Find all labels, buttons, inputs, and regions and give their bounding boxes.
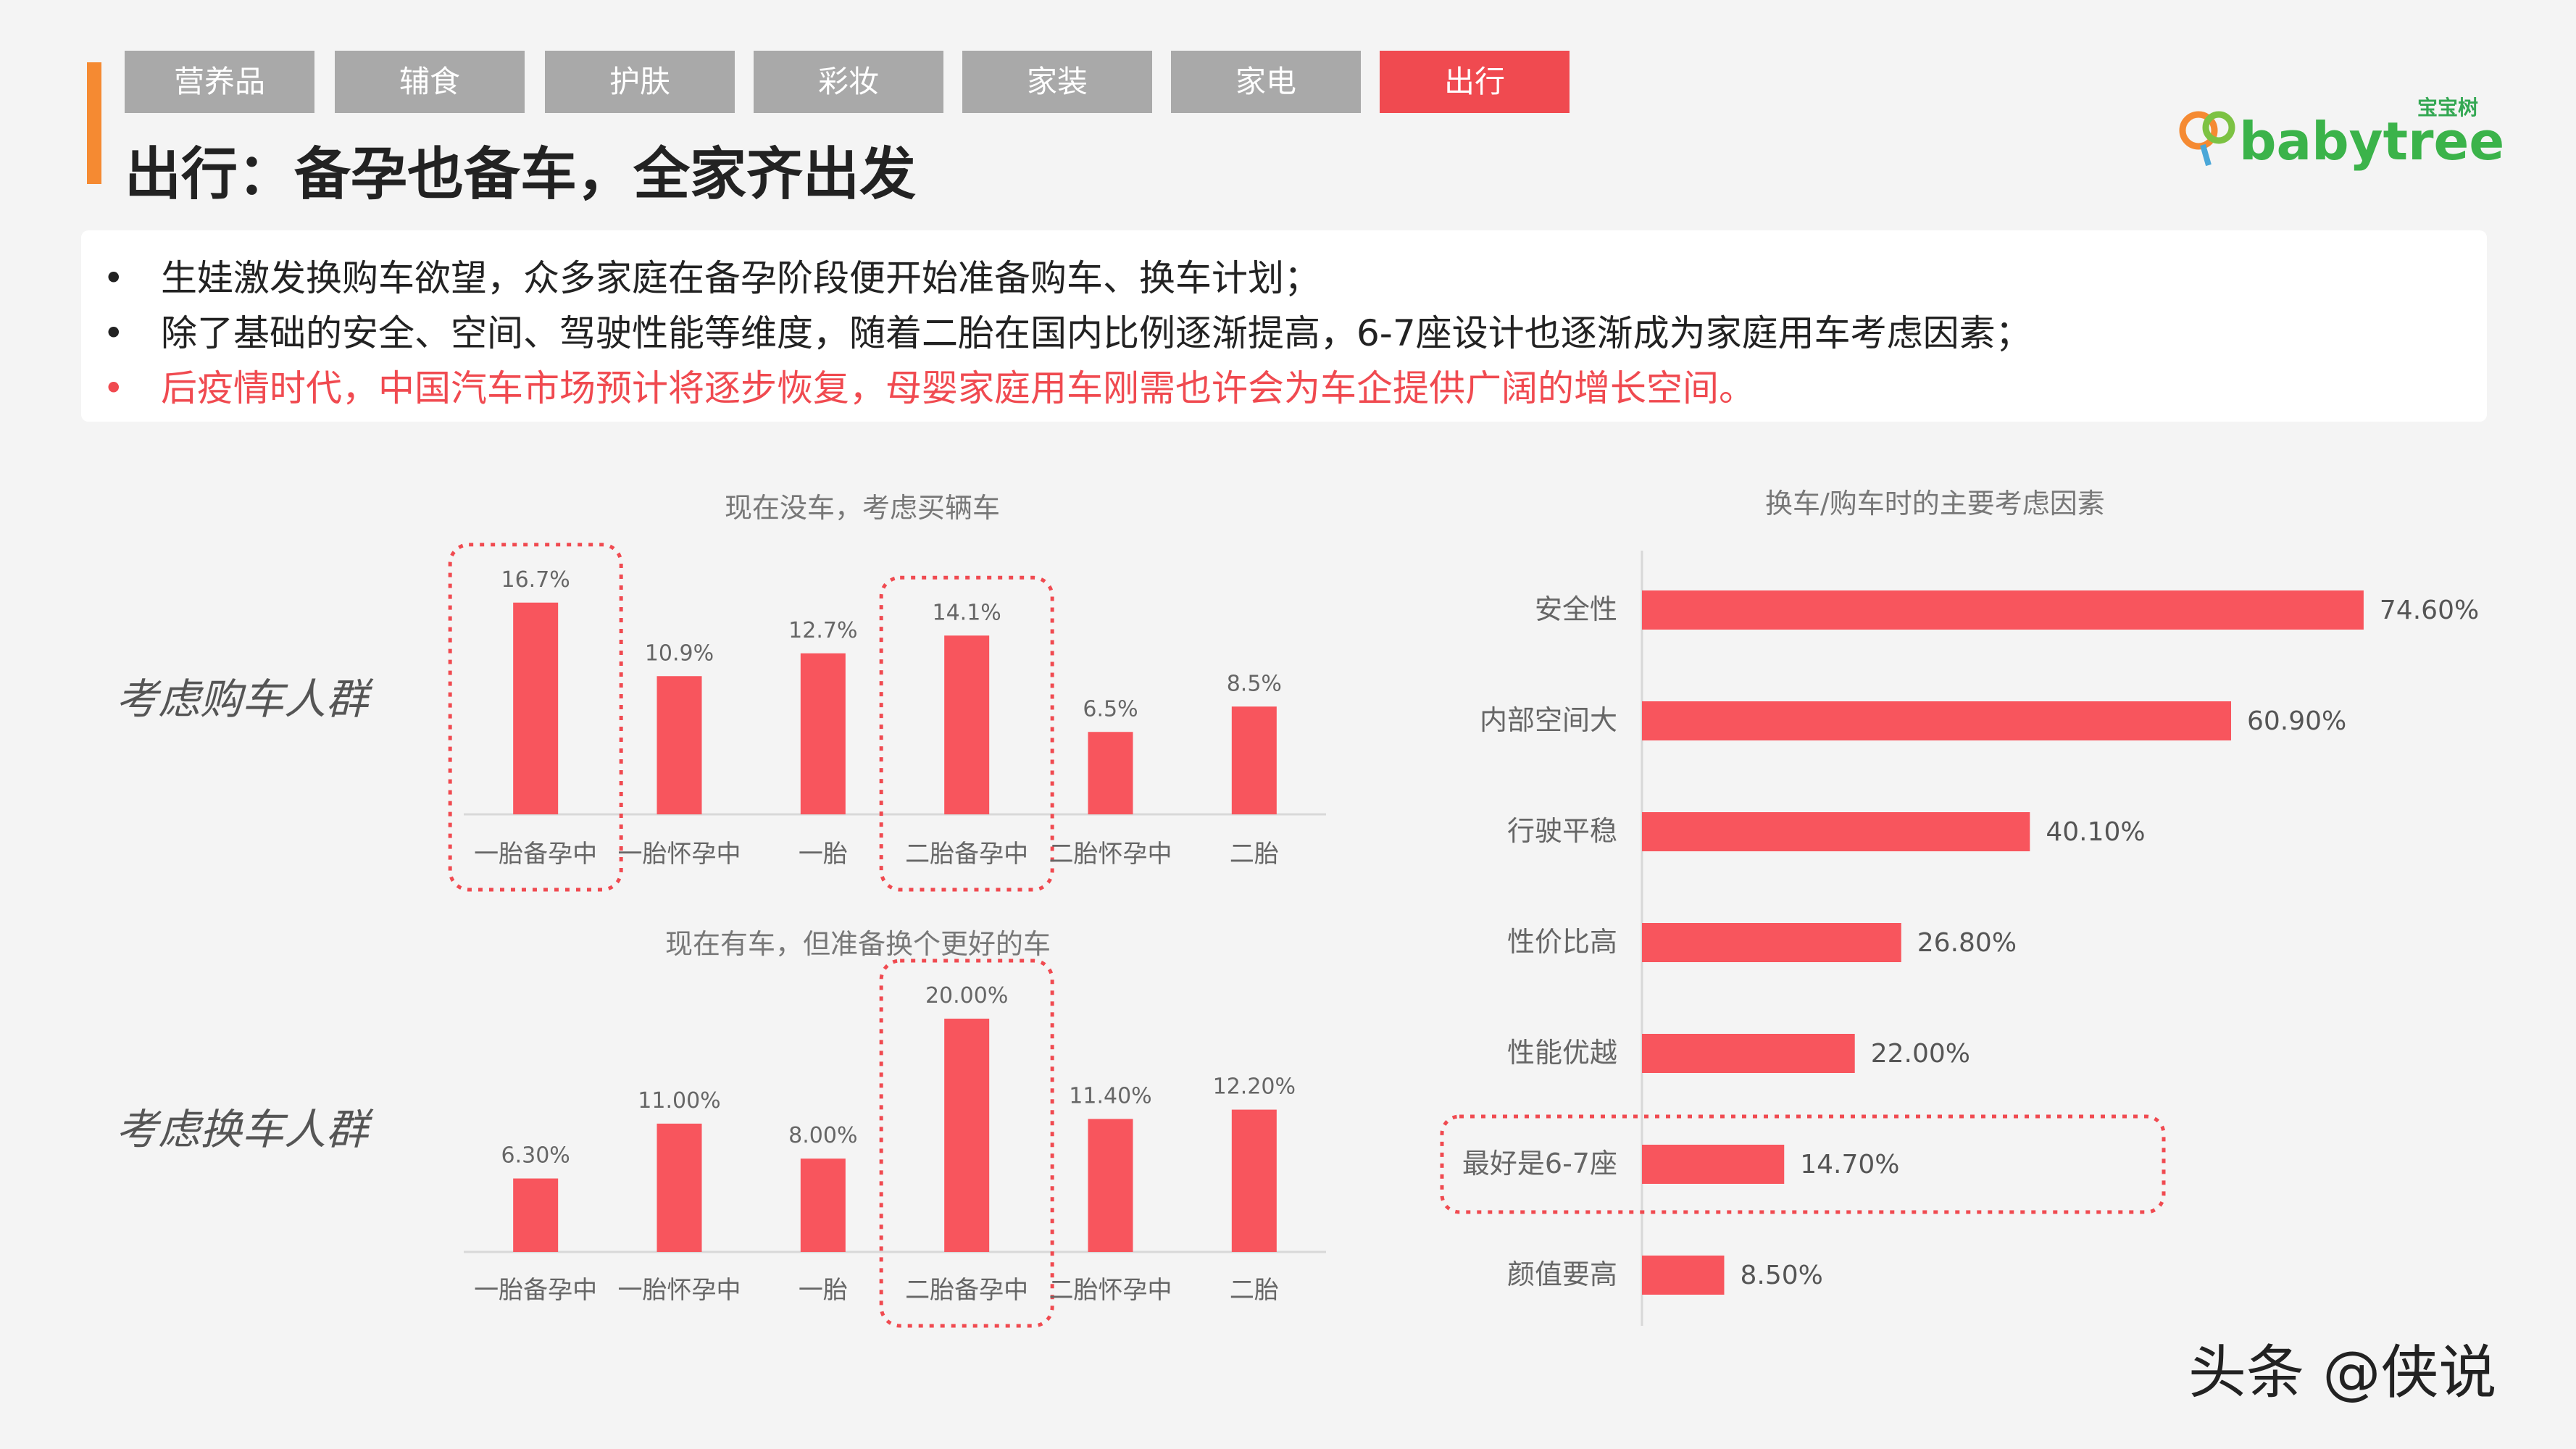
chart2-tick-label: 二胎怀孕中 bbox=[1049, 1276, 1172, 1305]
chart2-tick-label: 二胎 bbox=[1230, 1276, 1279, 1305]
chart1-value-label: 12.7% bbox=[788, 618, 857, 643]
logo-mark-icon bbox=[2179, 111, 2235, 167]
chart3-bar bbox=[1642, 590, 2364, 630]
chart2-bar bbox=[800, 1158, 846, 1252]
chart3-category-label: 内部空间大 bbox=[1480, 704, 1617, 736]
chart3-highlight-box bbox=[1440, 1114, 2166, 1214]
chart3-bar bbox=[1642, 1034, 1855, 1073]
chart2-tick-label: 一胎怀孕中 bbox=[618, 1276, 741, 1305]
tab-travel[interactable]: 出行 bbox=[1380, 51, 1570, 113]
chart1-tick-label: 二胎怀孕中 bbox=[1049, 840, 1172, 869]
chart2-tick-label: 一胎 bbox=[799, 1276, 848, 1305]
chart1-bar bbox=[513, 602, 559, 814]
tab-complementary-food[interactable]: 辅食 bbox=[335, 51, 525, 113]
chart3-bar bbox=[1642, 923, 1901, 962]
chart1-tick-label: 二胎 bbox=[1230, 840, 1279, 869]
chart2-tick-label: 二胎备孕中 bbox=[905, 1276, 1028, 1305]
bullet-2: • 除了基础的安全、空间、驾驶性能等维度，随着二胎在国内比例逐渐提高，6-7座设计… bbox=[103, 312, 2032, 354]
chart1-title: 现在没车，考虑买辆车 bbox=[725, 492, 1001, 524]
group-label-buy: 考虑购车人群 bbox=[116, 675, 369, 724]
chart3-category-label: 颜值要高 bbox=[1507, 1258, 1617, 1290]
bullet-3: • 后疫情时代，中国汽车市场预计将逐步恢复，母婴家庭用车刚需也许会为车企提供广阔的… bbox=[103, 367, 1755, 409]
chart3-value-label: 26.80% bbox=[1917, 928, 2017, 958]
chart2-bar bbox=[1088, 1119, 1133, 1252]
chart3-bar bbox=[1642, 701, 2232, 740]
chart3-bar bbox=[1642, 812, 2030, 851]
chart1-bar bbox=[1231, 706, 1277, 814]
chart1-highlight-box bbox=[448, 543, 623, 892]
chart1-tick-label: 一胎 bbox=[799, 840, 848, 869]
chart1-tick-label: 二胎备孕中 bbox=[905, 840, 1028, 869]
chart2-bar bbox=[944, 1019, 990, 1252]
chart3-value-label: 60.90% bbox=[2247, 706, 2346, 736]
chart2-tick-label: 一胎备孕中 bbox=[474, 1276, 597, 1305]
chart2-value-label: 11.00% bbox=[638, 1088, 720, 1114]
chart2-value-label: 12.20% bbox=[1213, 1074, 1296, 1100]
chart1-value-label: 10.9% bbox=[645, 640, 714, 666]
chart1-tick-label: 一胎怀孕中 bbox=[618, 840, 741, 869]
chart3-value-label: 74.60% bbox=[2380, 596, 2479, 625]
chart3-value-label: 14.70% bbox=[1800, 1150, 1899, 1179]
chart1-bar bbox=[1088, 732, 1133, 814]
chart3-title: 换车/购车时的主要考虑因素 bbox=[1765, 488, 2105, 519]
chart1-bar bbox=[944, 635, 990, 814]
chart2-value-label: 6.30% bbox=[501, 1143, 570, 1169]
chart2-value-label: 8.00% bbox=[788, 1123, 857, 1148]
chart1-bar bbox=[800, 653, 846, 814]
bullet-1: • 生娃激发换购车欲望，众多家庭在备孕阶段便开始准备购车、换车计划； bbox=[103, 257, 1320, 299]
chart1-highlight-box bbox=[879, 575, 1054, 892]
chart2-bar bbox=[1231, 1109, 1277, 1252]
tab-nutrition[interactable]: 营养品 bbox=[125, 51, 314, 113]
chart3-value-label: 40.10% bbox=[2046, 817, 2145, 847]
title-accent-bar bbox=[87, 62, 101, 184]
chart2-value-label: 11.40% bbox=[1069, 1083, 1151, 1108]
tab-home-decor[interactable]: 家装 bbox=[962, 51, 1152, 113]
chart1-value-label: 8.5% bbox=[1227, 671, 1282, 696]
logo-cn-text: 宝宝树 bbox=[2417, 96, 2478, 120]
chart2-bar bbox=[656, 1123, 702, 1252]
chart2-bar bbox=[513, 1178, 559, 1252]
tab-makeup[interactable]: 彩妆 bbox=[754, 51, 943, 113]
page-title: 出行：备孕也备车，全家齐出发 bbox=[125, 142, 917, 207]
logo-brand-text: babytree bbox=[2239, 111, 2504, 172]
summary-bullets: • 生娃激发换购车欲望，众多家庭在备孕阶段便开始准备购车、换车计划； • 除了基础的… bbox=[81, 230, 2487, 422]
chart1-value-label: 16.7% bbox=[501, 567, 570, 593]
chart1-value-label: 14.1% bbox=[933, 600, 1001, 625]
chart2-highlight-box bbox=[879, 959, 1054, 1328]
chart3-category-label: 行驶平稳 bbox=[1507, 815, 1617, 847]
tab-appliances[interactable]: 家电 bbox=[1171, 51, 1361, 113]
chart3-value-label: 22.00% bbox=[1871, 1039, 1970, 1069]
group-label-replace: 考虑换车人群 bbox=[116, 1105, 369, 1154]
chart1-tick-label: 一胎备孕中 bbox=[474, 840, 597, 869]
chart3-bar bbox=[1642, 1256, 1725, 1295]
chart1-value-label: 6.5% bbox=[1083, 696, 1138, 722]
tab-skincare[interactable]: 护肤 bbox=[545, 51, 735, 113]
chart2-value-label: 20.00% bbox=[925, 983, 1008, 1009]
chart3-category-label: 安全性 bbox=[1535, 593, 1617, 625]
chart3-value-label: 8.50% bbox=[1740, 1261, 1822, 1290]
chart3-category-label: 性能优越 bbox=[1507, 1037, 1617, 1069]
watermark: 头条 @侠说 bbox=[2188, 1339, 2497, 1406]
babytree-logo: 宝宝树 babytree bbox=[2179, 96, 2504, 172]
chart3-category-label: 性价比高 bbox=[1507, 926, 1617, 958]
chart1-bar bbox=[656, 676, 702, 814]
chart3-category-label: 最好是6-7座 bbox=[1462, 1148, 1617, 1179]
chart3-bar bbox=[1642, 1145, 1785, 1184]
chart2-title: 现在有车，但准备换个更好的车 bbox=[665, 928, 1051, 960]
